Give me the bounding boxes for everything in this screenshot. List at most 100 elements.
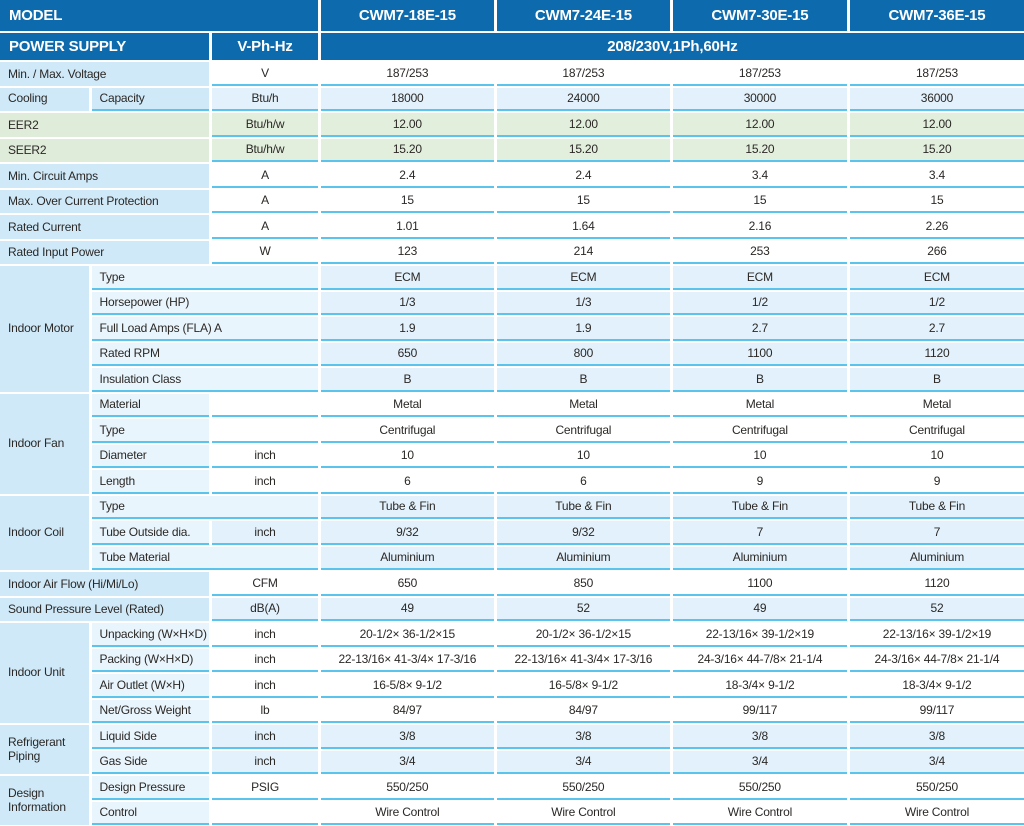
- unit-cell: inch: [212, 674, 318, 698]
- value-cell: 3/8: [320, 725, 494, 749]
- value-cell: 850: [496, 572, 670, 596]
- spec-row: Full Load Amps (FLA) A 1.9 1.9 2.7 2.7: [0, 317, 1024, 341]
- value-cell: 123: [320, 240, 494, 264]
- value-cell: Aluminium: [672, 546, 847, 570]
- group-label: Indoor Coil: [0, 495, 89, 570]
- group-label: Indoor Fan: [0, 393, 89, 494]
- spec-row: Diameter inch 10 10 10 10: [0, 444, 1024, 468]
- value-cell: 1/3: [320, 291, 494, 315]
- value-cell: 3/4: [672, 750, 847, 774]
- value-cell: 650: [320, 342, 494, 366]
- value-cell: 9: [672, 470, 847, 494]
- value-cell: 1100: [672, 342, 847, 366]
- spec-row: Cooling Capacity Btu/h 18000 24000 30000 36000: [0, 87, 1024, 111]
- value-cell: 84/97: [496, 699, 670, 723]
- value-cell: 24-3/16× 44-7/8× 21-1/4: [672, 648, 847, 672]
- spec-row: Tube Material Aluminium Aluminium Aluminium…: [0, 546, 1024, 570]
- value-cell: 52: [496, 597, 670, 621]
- sub-label: Full Load Amps (FLA) A: [91, 317, 318, 341]
- value-cell: 1.01: [320, 215, 494, 239]
- power-supply-unit: V-Ph-Hz: [212, 33, 318, 60]
- unit-cell: inch: [212, 725, 318, 749]
- sub-label: Horsepower (HP): [91, 291, 318, 315]
- value-cell: 10: [320, 444, 494, 468]
- group-label: Indoor Motor: [0, 266, 89, 392]
- sub-label: Type: [91, 495, 318, 519]
- value-cell: Aluminium: [496, 546, 670, 570]
- value-cell: 550/250: [672, 776, 847, 800]
- row-label: SEER2: [0, 138, 210, 162]
- value-cell: 2.16: [672, 215, 847, 239]
- spec-row: Refrigerant Piping Liquid Side inch 3/8 3/8 3…: [0, 725, 1024, 774]
- value-cell: Wire Control: [496, 801, 670, 825]
- value-cell: 15.20: [496, 138, 670, 162]
- value-cell: Tube & Fin: [672, 495, 847, 519]
- sub-label: Unpacking (W×H×D): [91, 623, 210, 647]
- value-cell: 22-13/16× 41-3/4× 17-3/16: [320, 648, 494, 672]
- value-cell: 49: [672, 597, 847, 621]
- spec-row: Indoor Fan Material Metal Metal Metal Metal: [0, 393, 1024, 494]
- sub-label: Gas Side: [91, 750, 210, 774]
- value-cell: 15: [496, 189, 670, 213]
- sub-label: Control: [91, 801, 210, 825]
- row-label: Sound Pressure Level (Rated): [0, 597, 210, 621]
- group-label: Indoor Unit: [0, 623, 89, 723]
- unit-cell: A: [212, 164, 318, 188]
- value-cell: Tube & Fin: [320, 495, 494, 519]
- value-cell: 15: [672, 189, 847, 213]
- value-cell: 3/8: [849, 725, 1024, 749]
- value-cell: 20-1/2× 36-1/2×15: [320, 623, 494, 647]
- value-cell: ECM: [849, 266, 1024, 290]
- spec-row: Indoor Air Flow (Hi/Mi/Lo) CFM 650 850 1100 1…: [0, 572, 1024, 596]
- value-cell: 2.26: [849, 215, 1024, 239]
- value-cell: 15: [849, 189, 1024, 213]
- value-cell: B: [849, 368, 1024, 392]
- unit-cell: inch: [212, 470, 318, 494]
- spec-row: Indoor Motor Type ECM ECM ECM ECM: [0, 266, 1024, 392]
- unit-cell: Btu/h/w: [212, 113, 318, 137]
- spec-row: Net/Gross Weight lb 84/97 84/97 99/117 99/117: [0, 699, 1024, 723]
- value-cell: 15.20: [672, 138, 847, 162]
- row-label: Rated Input Power: [0, 240, 210, 264]
- spec-row: Min. / Max. Voltage V 187/253 187/253 187/25…: [0, 62, 1024, 86]
- row-label: Indoor Air Flow (Hi/Mi/Lo): [0, 572, 210, 596]
- value-cell: 15.20: [849, 138, 1024, 162]
- row-label: Max. Over Current Protection: [0, 189, 210, 213]
- value-cell: 1.9: [496, 317, 670, 341]
- value-cell: 1/3: [496, 291, 670, 315]
- value-cell: B: [672, 368, 847, 392]
- sub-label: Tube Material: [91, 546, 318, 570]
- spec-row: Min. Circuit Amps A 2.4 2.4 3.4 3.4: [0, 164, 1024, 188]
- sub-label: Design Pressure: [91, 776, 210, 800]
- group-label: Refrigerant Piping: [0, 725, 89, 774]
- spec-row: SEER2 Btu/h/w 15.20 15.20 15.20 15.20: [0, 138, 1024, 162]
- value-cell: 99/117: [849, 699, 1024, 723]
- value-cell: 2.7: [672, 317, 847, 341]
- value-cell: 15.20: [320, 138, 494, 162]
- unit-cell: inch: [212, 521, 318, 545]
- value-cell: Tube & Fin: [849, 495, 1024, 519]
- value-cell: 22-13/16× 39-1/2×19: [672, 623, 847, 647]
- value-cell: 2.4: [320, 164, 494, 188]
- value-cell: 84/97: [320, 699, 494, 723]
- value-cell: 24-3/16× 44-7/8× 21-1/4: [849, 648, 1024, 672]
- sub-label: Net/Gross Weight: [91, 699, 210, 723]
- value-cell: Wire Control: [849, 801, 1024, 825]
- value-cell: 1120: [849, 342, 1024, 366]
- value-cell: 22-13/16× 41-3/4× 17-3/16: [496, 648, 670, 672]
- value-cell: 18-3/4× 9-1/2: [849, 674, 1024, 698]
- value-cell: Aluminium: [849, 546, 1024, 570]
- value-cell: 9/32: [320, 521, 494, 545]
- value-cell: 3.4: [672, 164, 847, 188]
- value-cell: Metal: [849, 393, 1024, 417]
- value-cell: 12.00: [496, 113, 670, 137]
- value-cell: 49: [320, 597, 494, 621]
- value-cell: Centrifugal: [320, 419, 494, 443]
- unit-cell: PSIG: [212, 776, 318, 800]
- value-cell: 12.00: [672, 113, 847, 137]
- value-cell: 7: [849, 521, 1024, 545]
- model-header-row: MODEL CWM7-18E-15 CWM7-24E-15 CWM7-30E-1…: [0, 0, 1024, 31]
- value-cell: 214: [496, 240, 670, 264]
- value-cell: 36000: [849, 87, 1024, 111]
